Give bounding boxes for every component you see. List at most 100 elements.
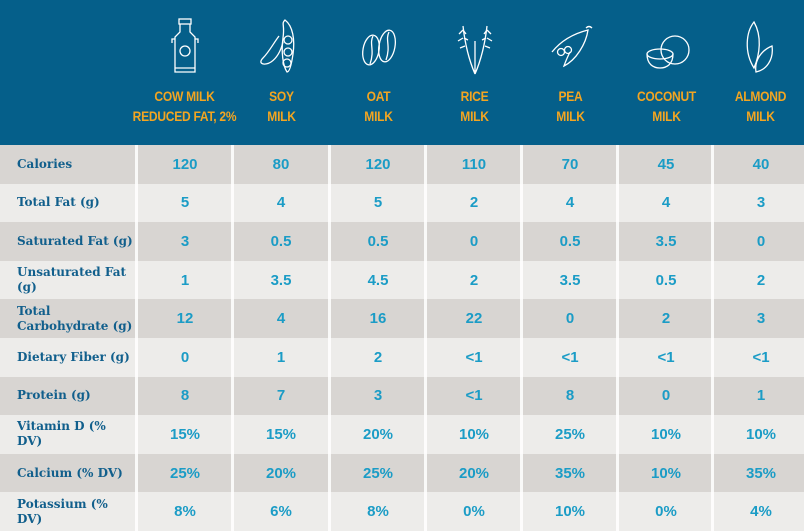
- table-cell: 20%: [362, 425, 394, 443]
- row-label: Calories: [17, 156, 73, 171]
- table-cell: 0.5: [270, 232, 292, 250]
- column-divider: [711, 145, 714, 531]
- column-title: PEA: [558, 88, 583, 104]
- table-cell: 40: [752, 155, 770, 173]
- table-row: Calcium (% DV) 25% 20% 25% 20% 35% 10% 35%: [0, 453, 804, 493]
- table-cell: 4: [661, 194, 671, 212]
- column-title: SOY: [269, 88, 294, 104]
- table-row: Saturated Fat (g) 3 0.5 0.5 0 0.5 3.5 0: [0, 222, 804, 261]
- table-row: Vitamin D (% DV) 15% 15% 20% 10% 25% 10% 10%: [0, 415, 804, 454]
- table-cell: 0: [469, 232, 479, 250]
- table-cell: 5: [373, 194, 383, 212]
- column-subtitle: MILK: [267, 108, 296, 124]
- column-divider: [231, 145, 234, 531]
- column-header-rice-milk: RICE MILK: [426, 0, 523, 145]
- table-cell: 1: [756, 387, 766, 405]
- row-label: Calcium (% DV): [17, 465, 123, 480]
- column-header-soy-milk: SOY MILK: [233, 0, 330, 145]
- table-cell: 10%: [458, 425, 490, 443]
- column-title: RICE: [460, 88, 489, 104]
- table-cell: 12: [176, 310, 194, 328]
- column-subtitle: MILK: [460, 108, 489, 124]
- table-cell: 6%: [270, 503, 292, 521]
- table-cell: 2: [469, 194, 479, 212]
- table-row: Dietary Fiber (g) 0 1 2 <1 <1 <1 <1: [0, 337, 804, 377]
- column-divider: [328, 145, 331, 531]
- row-label: Saturated Fat (g): [17, 233, 133, 248]
- column-divider: [135, 145, 138, 531]
- column-divider: [616, 145, 619, 531]
- table-row: Total Fat (g) 5 4 5 2 4 4 3: [0, 183, 804, 223]
- oat-grain-icon: [361, 29, 396, 66]
- column-subtitle: MILK: [364, 108, 393, 124]
- column-title: ALMOND: [734, 88, 787, 104]
- table-cell: 3: [180, 232, 190, 250]
- table-cell: 7: [276, 387, 286, 405]
- table-cell: 22: [465, 310, 483, 328]
- row-label: Total Carbohydrate (g): [17, 303, 133, 333]
- table-cell: 0.5: [559, 232, 581, 250]
- table-cell: <1: [752, 348, 770, 366]
- table-cell: 0: [661, 387, 671, 405]
- table-cell: 35%: [554, 464, 586, 482]
- table-cell: 3: [373, 387, 383, 405]
- table-cell: <1: [657, 348, 675, 366]
- column-title: OAT: [366, 88, 391, 104]
- table-cell: 0: [756, 232, 766, 250]
- column-divider: [424, 145, 427, 531]
- table-cell: 80: [272, 155, 290, 173]
- column-subtitle: MILK: [652, 108, 681, 124]
- table-cell: 120: [172, 155, 198, 173]
- column-header-cow-milk: COW MILK REDUCED FAT, 2%: [133, 0, 237, 145]
- table-row: Calories 120 80 120 110 70 45 40: [0, 145, 804, 184]
- table-cell: 5: [180, 194, 190, 212]
- table-cell: 8%: [367, 503, 389, 521]
- table-cell: <1: [561, 348, 579, 366]
- table-cell: 15%: [265, 425, 297, 443]
- row-label: Dietary Fiber (g): [17, 349, 130, 364]
- table-cell: 4: [276, 194, 286, 212]
- row-label: Vitamin D (% DV): [17, 419, 106, 449]
- column-header-oat-milk: OAT MILK: [330, 0, 427, 145]
- table-cell: 16: [369, 310, 387, 328]
- soybean-icon: [259, 19, 294, 73]
- table-row: Potassium (% DV) 8% 6% 8% 0% 10% 0% 4%: [0, 492, 804, 531]
- almond-icon: [746, 20, 773, 73]
- column-subtitle: REDUCED FAT, 2%: [132, 108, 237, 124]
- table-cell: 4: [565, 194, 575, 212]
- table-cell: 10%: [650, 464, 682, 482]
- row-label: Total Fat (g): [17, 195, 100, 210]
- column-divider: [520, 145, 523, 531]
- table-cell: 0.5: [367, 232, 389, 250]
- table-cell: 3.5: [270, 271, 292, 289]
- table-cell: 25%: [362, 464, 394, 482]
- table-cell: 70: [561, 155, 579, 173]
- table-cell: <1: [465, 387, 483, 405]
- table-cell: 8: [180, 387, 190, 405]
- table-cell: 25%: [169, 464, 201, 482]
- rice-stalk-icon: [457, 25, 492, 75]
- table-cell: 0: [565, 310, 575, 328]
- table-cell: 0%: [463, 503, 485, 521]
- table-cell: 3.5: [655, 232, 677, 250]
- table-cell: 1: [276, 348, 286, 366]
- table-cell: 20%: [458, 464, 490, 482]
- table-row: Total Carbohydrate (g) 12 4 16 22 0 2 3: [0, 299, 804, 338]
- table-cell: 2: [469, 271, 479, 289]
- table-cell: 110: [461, 155, 487, 173]
- coconut-icon: [645, 35, 690, 69]
- column-subtitle: MILK: [746, 108, 775, 124]
- column-title: COW MILK: [154, 88, 215, 104]
- table-cell: 10%: [554, 503, 586, 521]
- table-cell: 0.5: [655, 271, 677, 289]
- nutrition-table: Calories 120 80 120 110 70 45 40 Total Fat (g) 5 4…: [0, 145, 804, 531]
- table-cell: 0%: [655, 503, 677, 521]
- table-cell: 3: [756, 194, 766, 212]
- milk-can-icon: [170, 18, 199, 73]
- table-cell: 15%: [169, 425, 201, 443]
- table-cell: 3: [756, 310, 766, 328]
- table-cell: 4%: [750, 503, 772, 521]
- table-cell: 8: [565, 387, 575, 405]
- table-cell: 35%: [745, 464, 777, 482]
- table-cell: 2: [373, 348, 383, 366]
